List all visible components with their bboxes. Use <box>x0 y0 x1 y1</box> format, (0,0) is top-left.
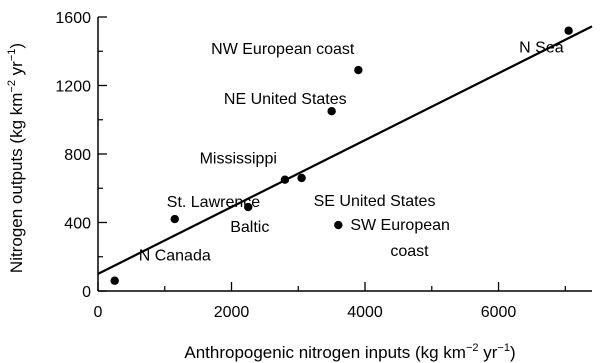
data-point <box>110 276 119 285</box>
fit-line-group <box>97 25 593 275</box>
x-tick-label: 4000 <box>347 304 383 321</box>
y-tick-label: 1200 <box>55 79 91 96</box>
data-point <box>280 175 290 184</box>
data-point <box>334 220 343 230</box>
data-point <box>354 65 363 75</box>
axes: 0 2000 4000 6000 0 400 800 1200 1600 <box>55 10 592 321</box>
y-tick-label: 800 <box>64 147 91 164</box>
point-label: NE United States <box>224 91 347 108</box>
y-tick-label: 400 <box>64 216 91 233</box>
point-label: Mississippi <box>200 151 277 168</box>
point-label: SW European coast <box>350 217 450 260</box>
y-tick-label: 1600 <box>55 10 91 27</box>
x-tick-label: 0 <box>94 304 103 321</box>
y-axis-title: Nitrogen outputs (kg km−2 yr−1) <box>6 43 26 273</box>
point-label: Baltic <box>230 219 269 236</box>
point-label: NW European coast <box>211 41 355 58</box>
data-point <box>327 106 336 116</box>
x-tick-label: 6000 <box>481 304 517 321</box>
data-points <box>110 26 573 285</box>
fit-line <box>97 25 593 275</box>
data-point <box>564 26 573 35</box>
data-point <box>297 173 306 183</box>
x-axis-title: Anthropogenic nitrogen inputs (kg km−2 y… <box>184 342 515 362</box>
data-point <box>244 202 253 212</box>
x-tick-label: 2000 <box>214 304 250 321</box>
y-tick-label: 0 <box>82 284 91 301</box>
point-label: N Sea <box>519 40 564 57</box>
point-label: St. Lawrence <box>167 194 260 211</box>
point-labels: N Canada St. Lawrence Baltic Mississippi SE … <box>139 40 564 265</box>
data-point <box>170 214 179 224</box>
point-label: N Canada <box>139 248 211 265</box>
point-label: SE United States <box>314 193 436 210</box>
